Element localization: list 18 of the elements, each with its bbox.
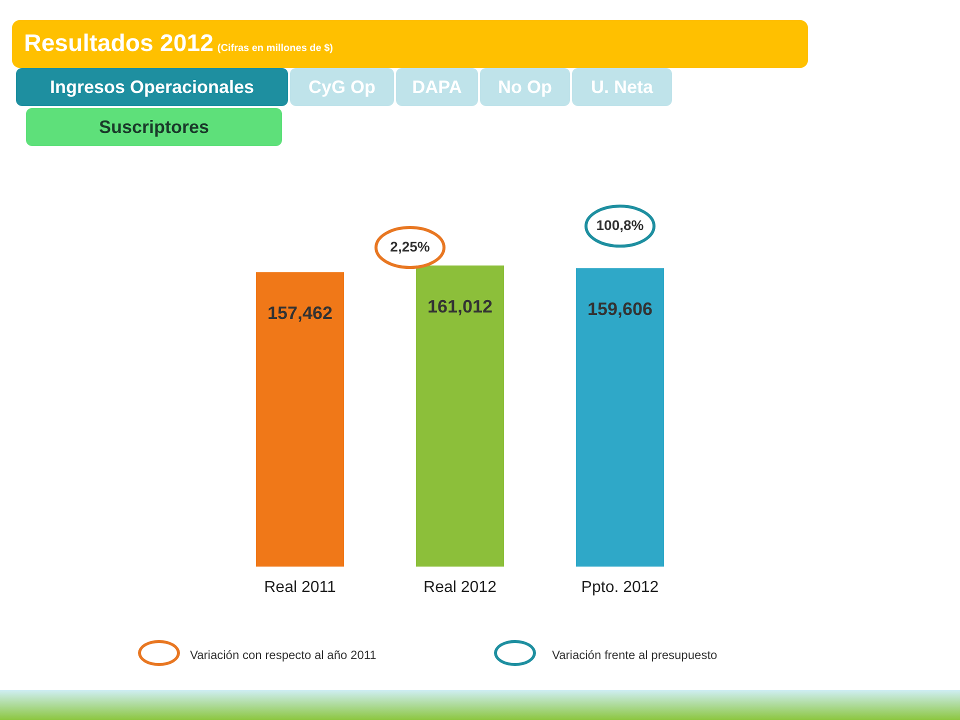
text: Variación frente al presupuesto (552, 647, 718, 664)
text: Ingresos Operacionales (16, 68, 288, 106)
x-tick-label: Real 2011 (264, 578, 336, 596)
text: U. Neta (572, 68, 672, 106)
text: Variación con respecto al año 2011 (190, 647, 376, 664)
text: CyG Op (290, 68, 394, 106)
chart-subtitle: (Cifras en millones de $) (217, 43, 334, 54)
text: DAPA (396, 68, 478, 106)
x-tick-label: Ppto. 2012 (581, 578, 659, 596)
x-tick-label: Real 2012 (424, 578, 497, 596)
data-label: 157,462 (267, 303, 333, 324)
text: Suscriptores (26, 108, 282, 146)
annotation: 2,25% (390, 238, 430, 254)
data-label: 161,012 (427, 296, 493, 316)
text: No Op (480, 68, 570, 106)
chart-title: Resultados 2012 (24, 30, 214, 57)
data-label: 159,606 (587, 299, 653, 320)
annotation: 100,8% (596, 217, 644, 234)
